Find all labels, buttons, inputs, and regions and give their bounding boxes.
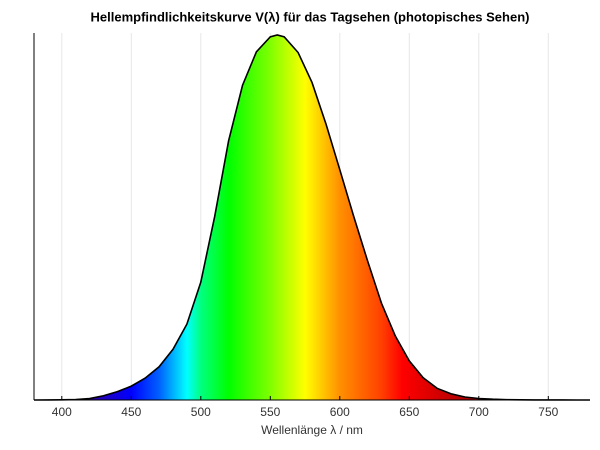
plot-area — [33, 34, 590, 401]
x-tick-label: 500 — [191, 405, 211, 419]
x-tick-label: 650 — [399, 405, 419, 419]
x-tick-label: 750 — [538, 405, 558, 419]
x-tick-label: 600 — [330, 405, 350, 419]
x-axis-label: Wellenlänge λ / nm — [261, 423, 363, 437]
x-tick-label: 700 — [469, 405, 489, 419]
curve — [33, 34, 590, 401]
x-tick-label: 550 — [260, 405, 280, 419]
x-tick-label: 400 — [52, 405, 72, 419]
area-fill — [34, 35, 590, 400]
x-tick-label: 450 — [121, 405, 141, 419]
chart-title: Hellempfindlichkeitskurve V(λ) für das T… — [91, 9, 530, 24]
